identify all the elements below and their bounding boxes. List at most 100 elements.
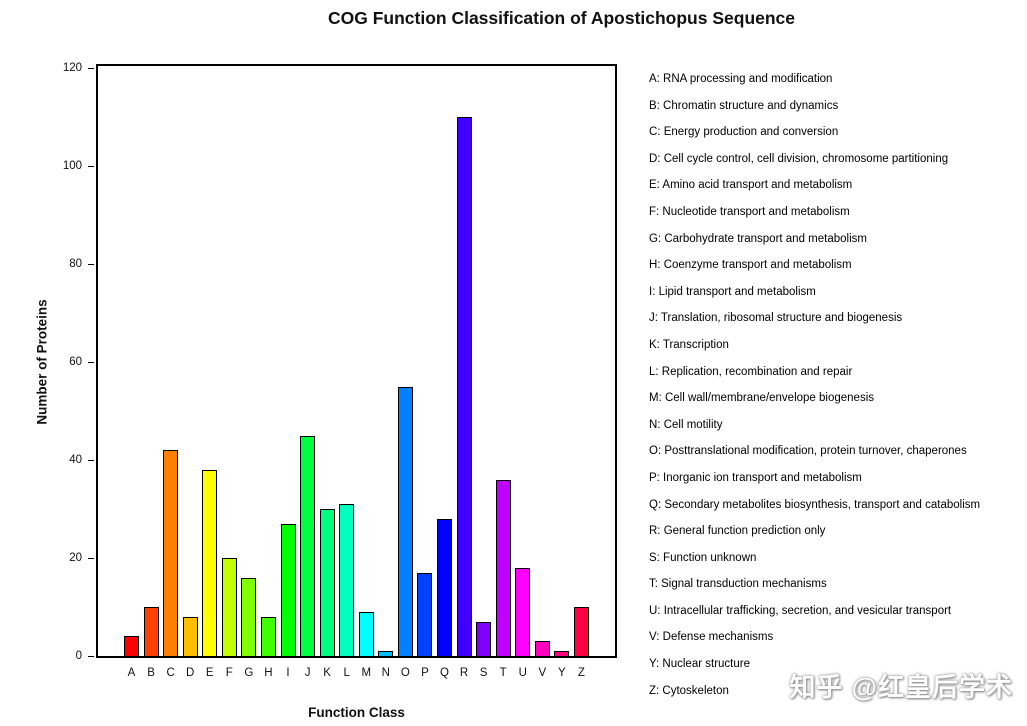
bar-slot-S bbox=[474, 621, 493, 656]
bar-S bbox=[476, 621, 492, 656]
bar-P bbox=[417, 572, 433, 656]
legend-item-R: R: General function prediction only bbox=[649, 525, 826, 538]
x-tick-label-Q: Q bbox=[440, 667, 449, 679]
x-tick-label-D: D bbox=[186, 667, 195, 679]
x-tick-label-J: J bbox=[304, 667, 311, 679]
bar-slot-J bbox=[298, 435, 317, 656]
y-tick-label-100: 100 bbox=[62, 160, 82, 172]
legend-item-Y: Y: Nuclear structure bbox=[649, 658, 750, 671]
x-tick-label-I: I bbox=[286, 667, 290, 679]
bar-H bbox=[260, 616, 276, 656]
bar-slot-A bbox=[122, 636, 141, 656]
bar-slot-U bbox=[513, 567, 532, 656]
bar-A bbox=[124, 636, 139, 656]
legend-item-J: J: Translation, ribosomal structure and … bbox=[649, 312, 903, 325]
legend-item-B: B: Chromatin structure and dynamics bbox=[649, 99, 839, 112]
x-tick-label-N: N bbox=[381, 667, 390, 679]
x-tick-label-R: R bbox=[459, 667, 469, 679]
bar-slot-B bbox=[142, 607, 161, 656]
x-tick-label-P: P bbox=[421, 667, 429, 679]
bar-L bbox=[339, 504, 355, 656]
chart-title: COG Function Classification of Aposticho… bbox=[327, 8, 796, 28]
bar-slot-E bbox=[200, 469, 219, 656]
bar-slot-V bbox=[533, 641, 552, 656]
x-tick-label-K: K bbox=[323, 667, 331, 679]
bar-F bbox=[221, 558, 237, 656]
bar-slot-F bbox=[220, 558, 239, 656]
plot-area bbox=[96, 64, 617, 658]
bar-R bbox=[456, 117, 472, 656]
y-tick-mark bbox=[88, 557, 94, 559]
bar-slot-Y bbox=[552, 651, 571, 656]
x-tick-label-E: E bbox=[205, 667, 214, 679]
bar-Z bbox=[573, 607, 589, 656]
bar-O bbox=[397, 386, 413, 656]
bar-Q bbox=[437, 518, 452, 656]
legend-item-N: N: Cell motility bbox=[649, 418, 723, 431]
x-tick-label-G: G bbox=[244, 667, 254, 679]
x-tick-label-M: M bbox=[361, 667, 372, 679]
bar-slot-M bbox=[357, 611, 376, 656]
x-tick-label-T: T bbox=[499, 667, 507, 679]
x-tick-label-S: S bbox=[479, 667, 488, 679]
legend-item-P: P: Inorganic ion transport and metabolis… bbox=[649, 471, 862, 484]
x-tick-label-A: A bbox=[127, 667, 136, 679]
bar-K bbox=[319, 509, 335, 656]
bar-V bbox=[534, 641, 550, 656]
bars-row bbox=[98, 66, 615, 656]
bar-C bbox=[163, 450, 179, 656]
legend-item-O: O: Posttranslational modification, prote… bbox=[649, 445, 967, 458]
x-axis-label: Function Class bbox=[308, 705, 405, 720]
legend-item-H: H: Coenzyme transport and metabolism bbox=[649, 259, 852, 272]
legend-item-M: M: Cell wall/membrane/envelope biogenesi… bbox=[649, 392, 875, 405]
bar-slot-D bbox=[181, 616, 200, 656]
bar-D bbox=[182, 616, 198, 656]
x-tick-label-O: O bbox=[400, 667, 410, 679]
x-tick-label-H: H bbox=[264, 667, 273, 679]
x-tick-label-Y: Y bbox=[558, 667, 566, 679]
legend-item-K: K: Transcription bbox=[649, 338, 729, 351]
bar-slot-Q bbox=[435, 518, 454, 656]
bar-slot-C bbox=[161, 450, 180, 656]
bar-slot-P bbox=[415, 572, 434, 656]
bar-slot-T bbox=[494, 479, 513, 656]
legend-item-E: E: Amino acid transport and metabolism bbox=[649, 179, 853, 192]
legend-item-Q: Q: Secondary metabolites biosynthesis, t… bbox=[649, 498, 981, 511]
legend-item-Z: Z: Cytoskeleton bbox=[649, 684, 729, 697]
y-tick-mark bbox=[88, 67, 94, 69]
y-tick-mark bbox=[88, 361, 94, 363]
x-tick-label-B: B bbox=[147, 667, 155, 679]
legend-item-S: S: Function unknown bbox=[649, 551, 757, 564]
bar-slot-K bbox=[318, 509, 337, 656]
bar-slot-L bbox=[337, 504, 356, 656]
bar-I bbox=[280, 523, 296, 656]
bar-G bbox=[241, 577, 257, 656]
y-tick-label-20: 20 bbox=[69, 552, 82, 564]
legend-item-L: L: Replication, recombination and repair bbox=[649, 365, 853, 378]
y-tick-mark bbox=[88, 655, 94, 657]
bar-slot-I bbox=[279, 523, 298, 656]
watermark: 知乎 @红皇后学术 bbox=[789, 672, 1013, 702]
x-tick-label-V: V bbox=[538, 667, 547, 679]
y-tick-label-80: 80 bbox=[69, 258, 82, 270]
legend: A: RNA processing and modification B: Chr… bbox=[649, 72, 980, 698]
x-tick-label-C: C bbox=[166, 667, 175, 679]
legend-item-U: U: Intracellular trafficking, secretion,… bbox=[649, 604, 952, 617]
bar-B bbox=[143, 607, 159, 656]
y-tick-label-60: 60 bbox=[69, 356, 82, 368]
bar-E bbox=[202, 469, 218, 656]
bar-slot-N bbox=[376, 651, 395, 656]
legend-item-F: F: Nucleotide transport and metabolism bbox=[649, 205, 850, 218]
bar-T bbox=[495, 479, 511, 656]
bar-slot-G bbox=[239, 577, 258, 656]
y-tick-label-40: 40 bbox=[69, 454, 82, 466]
y-axis: 0 20 40 60 80 100 120 bbox=[46, 62, 94, 662]
legend-item-V: V: Defense mechanisms bbox=[649, 631, 774, 644]
bar-J bbox=[300, 435, 316, 656]
legend-item-I: I: Lipid transport and metabolism bbox=[649, 285, 816, 298]
bar-U bbox=[515, 567, 531, 656]
x-tick-label-U: U bbox=[518, 667, 527, 679]
y-tick-label-0: 0 bbox=[75, 650, 82, 662]
